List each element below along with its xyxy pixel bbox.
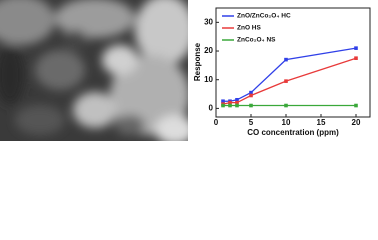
series-line [223, 47, 357, 102]
data-point [228, 100, 232, 105]
data-point [354, 56, 358, 60]
data-point [354, 46, 358, 50]
legend-label: ZnO/ZnCo₂O₄ HC [237, 13, 291, 20]
x-tick-label: 15 [317, 118, 326, 127]
data-point [249, 93, 253, 98]
plot-frame [215, 7, 371, 118]
y-tick-label: 30 [204, 17, 213, 26]
figure: CO concentration (ppm) Response 0 10 20 30 0… [0, 0, 371, 141]
data-point [221, 103, 225, 108]
data-point [284, 103, 288, 108]
y-axis-label: Response [193, 42, 202, 81]
data-point [235, 100, 239, 105]
data-point [249, 90, 253, 95]
tem-micrograph [0, 0, 188, 141]
data-point [228, 103, 232, 108]
x-tick-label: 20 [352, 118, 361, 127]
data-point [235, 103, 239, 108]
x-tick-label: 5 [249, 118, 254, 127]
x-axis-label: CO concentration (ppm) [247, 128, 339, 137]
data-point [221, 99, 225, 104]
data-point [354, 103, 358, 108]
y-tick-label: 20 [204, 46, 213, 55]
data-point [284, 57, 288, 62]
legend-label: ZnCo₂O₄ NS [237, 37, 276, 44]
y-tick-label: 0 [209, 104, 214, 113]
data-point [284, 79, 288, 83]
x-tick-label: 0 [214, 118, 219, 127]
legend-label: ZnO HS [237, 25, 261, 32]
x-tick-label: 10 [282, 118, 291, 127]
y-tick-label: 10 [204, 75, 213, 84]
data-point [249, 103, 253, 108]
data-point [235, 97, 239, 102]
